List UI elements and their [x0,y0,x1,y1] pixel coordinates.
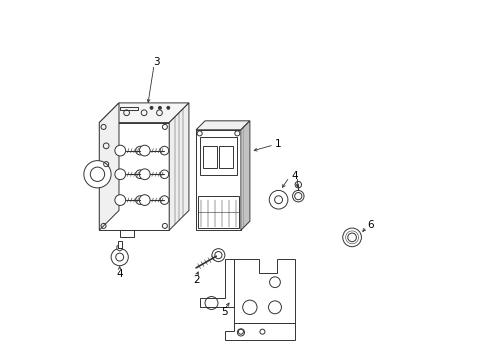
Polygon shape [241,121,249,230]
Circle shape [139,145,150,156]
Bar [198,196,239,228]
Circle shape [139,169,150,180]
Polygon shape [99,103,188,123]
Circle shape [150,107,153,109]
Polygon shape [117,244,122,251]
Circle shape [347,233,356,242]
Circle shape [166,107,169,109]
Bar [202,146,217,168]
Text: 3: 3 [153,57,160,67]
Bar [218,146,233,168]
Text: 6: 6 [366,220,373,230]
Polygon shape [99,103,119,230]
Text: 2: 2 [192,275,199,285]
Text: 1: 1 [275,139,281,149]
Circle shape [342,228,361,247]
Circle shape [135,146,144,155]
Circle shape [160,196,168,204]
Polygon shape [169,103,188,230]
Text: 5: 5 [221,307,227,317]
Circle shape [160,170,168,179]
Bar [99,123,169,230]
Text: 4: 4 [116,269,123,279]
Bar [196,130,241,230]
Circle shape [135,196,144,204]
Circle shape [111,248,128,266]
Circle shape [274,196,282,204]
Bar [120,230,134,237]
Circle shape [116,253,123,261]
Circle shape [294,181,301,188]
Bar [117,240,122,248]
Circle shape [139,195,150,206]
Circle shape [83,161,111,188]
Text: 4: 4 [291,171,297,181]
Circle shape [115,195,125,206]
Circle shape [158,107,161,109]
Bar [199,137,237,175]
Circle shape [115,145,125,156]
Polygon shape [196,121,249,130]
Circle shape [160,146,168,155]
Circle shape [211,249,224,262]
Circle shape [294,193,301,200]
Circle shape [115,169,125,180]
Circle shape [292,190,304,202]
Circle shape [269,190,287,209]
Circle shape [214,252,222,259]
Circle shape [90,167,104,181]
Circle shape [135,170,144,179]
